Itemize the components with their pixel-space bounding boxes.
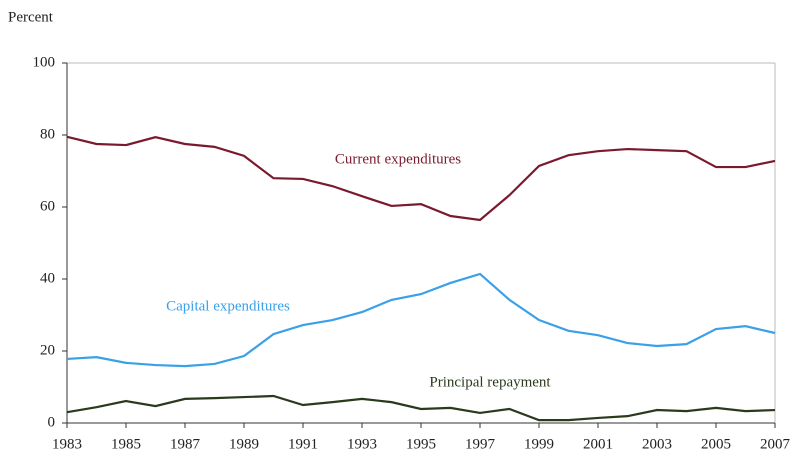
y-tick-label: 40 bbox=[40, 270, 55, 286]
y-tick-label: 20 bbox=[40, 342, 55, 358]
x-tick-label: 2001 bbox=[583, 436, 613, 452]
x-tick-label: 1985 bbox=[111, 436, 141, 452]
x-tick-label: 1997 bbox=[465, 436, 496, 452]
y-axis-label: Percent bbox=[8, 9, 54, 25]
x-tick-label: 2007 bbox=[760, 436, 791, 452]
y-tick-label: 80 bbox=[40, 126, 55, 142]
x-tick-label: 1993 bbox=[347, 436, 377, 452]
series-label: Current expenditures bbox=[335, 151, 461, 167]
x-tick-label: 1989 bbox=[229, 436, 259, 452]
series-label: Capital expenditures bbox=[166, 298, 290, 314]
series-label: Principal repayment bbox=[429, 374, 551, 390]
x-tick-label: 1999 bbox=[524, 436, 554, 452]
series-line bbox=[66, 272, 776, 368]
x-tick-label: 1995 bbox=[406, 436, 436, 452]
y-tick-label: 60 bbox=[40, 198, 55, 214]
x-tick-label: 1983 bbox=[52, 436, 82, 452]
y-tick-label: 0 bbox=[48, 414, 56, 430]
x-tick-label: 2003 bbox=[642, 436, 672, 452]
x-tick-label: 1991 bbox=[288, 436, 318, 452]
series-line bbox=[66, 394, 776, 422]
series-line bbox=[66, 135, 776, 222]
x-tick-label: 2005 bbox=[701, 436, 731, 452]
x-tick-label: 1987 bbox=[170, 436, 201, 452]
y-tick-label: 100 bbox=[33, 54, 56, 70]
